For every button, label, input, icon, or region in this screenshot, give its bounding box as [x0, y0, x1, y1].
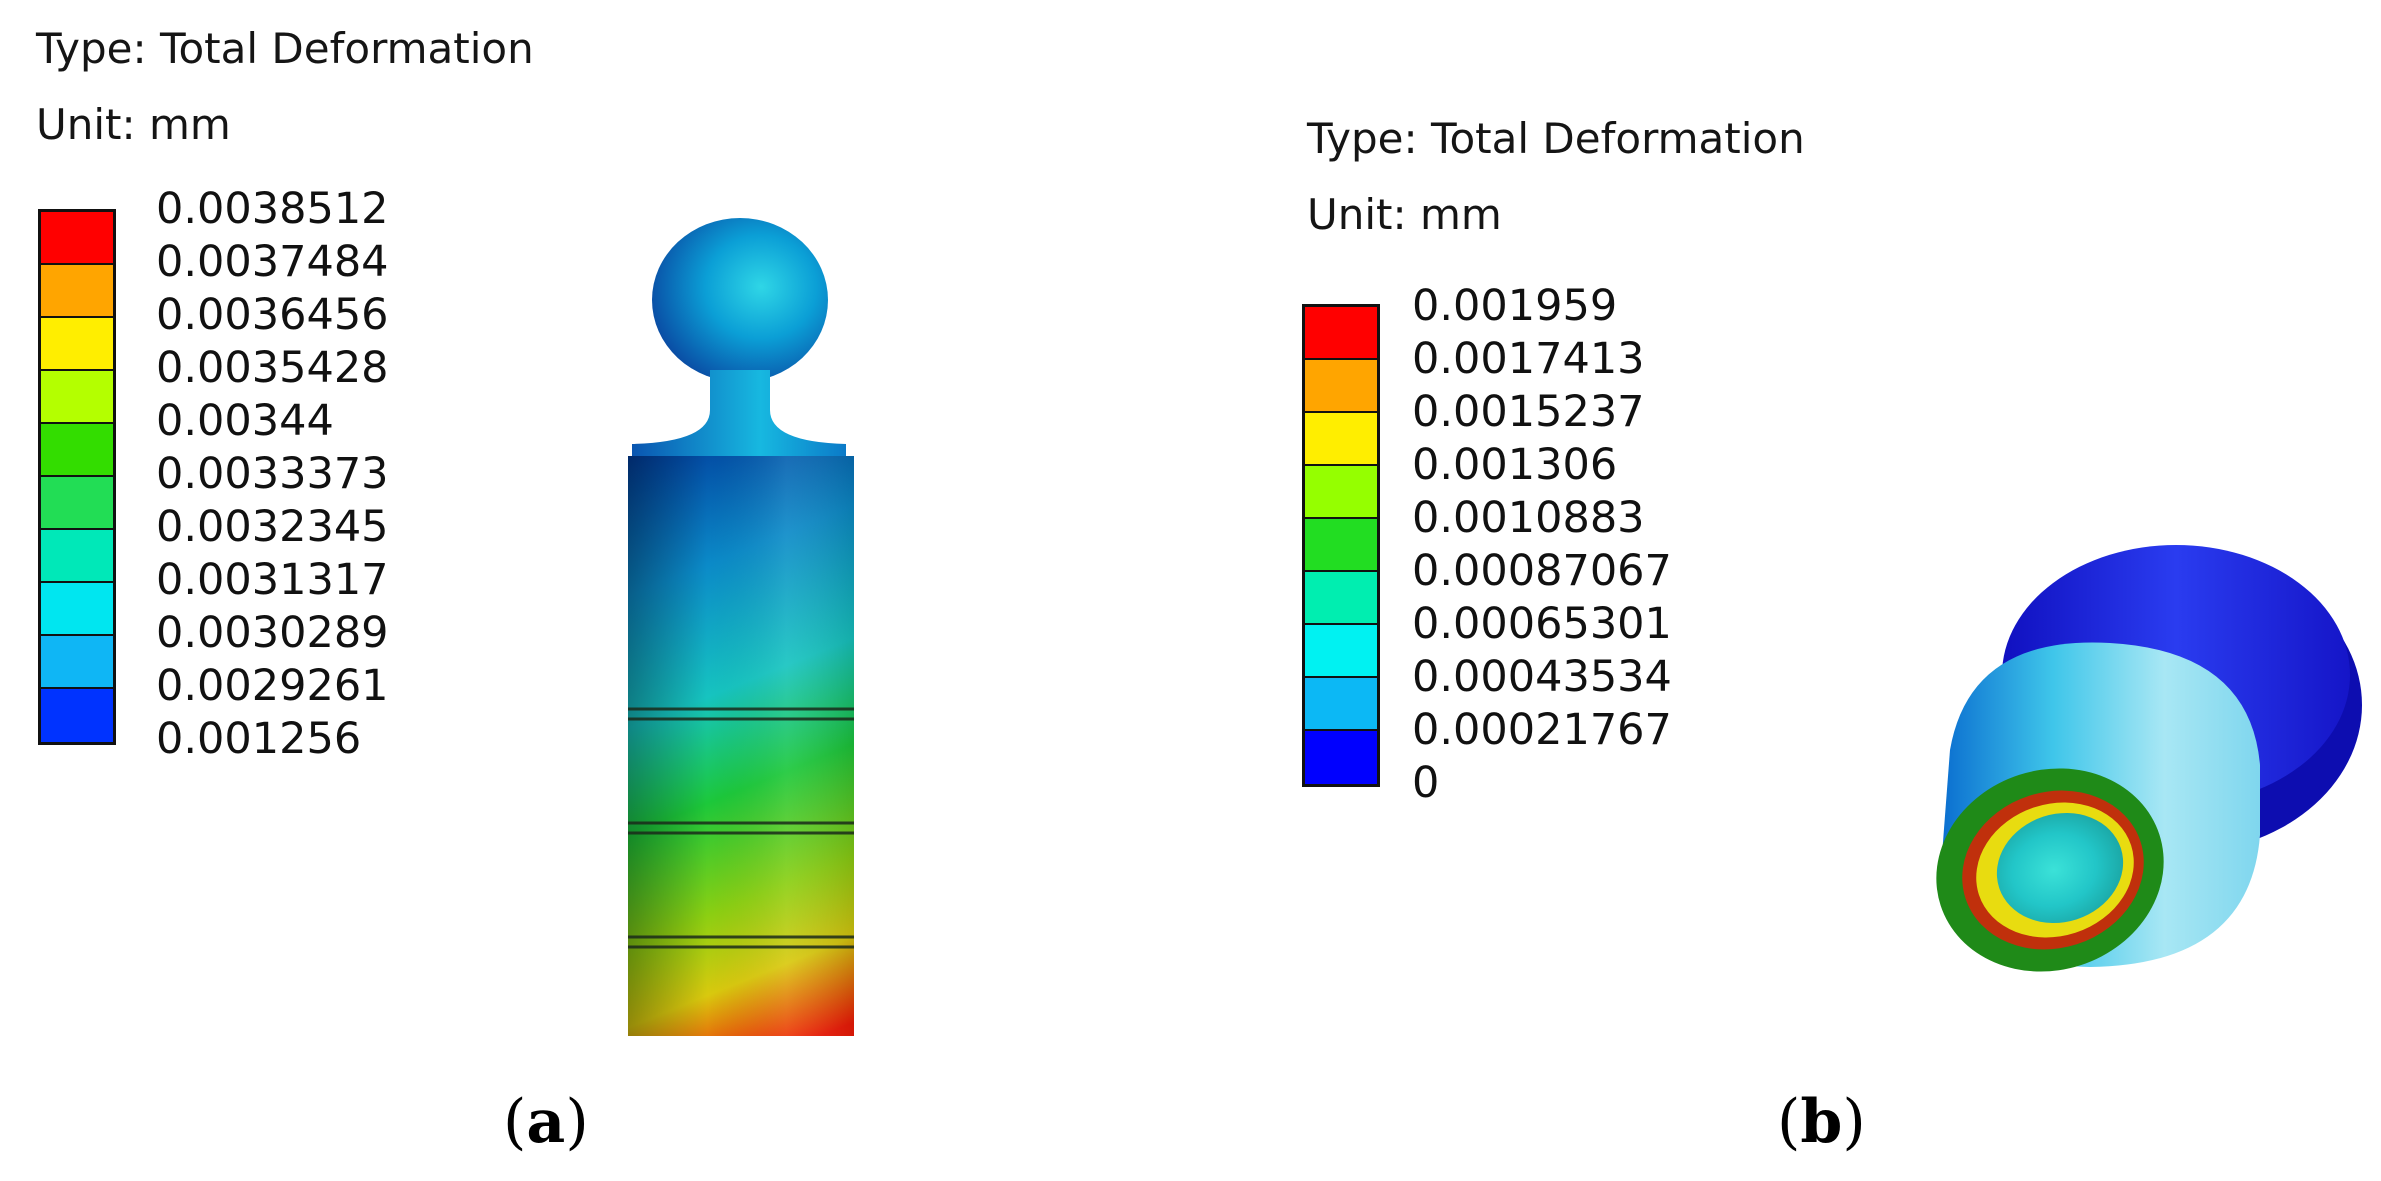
- caption-a: (a): [503, 1087, 589, 1157]
- panel-a: Type: Total Deformation Unit: mm 0.00385…: [0, 0, 1190, 1181]
- legend-value: 0.00087067: [1412, 546, 1672, 596]
- legend-value: 0.0033373: [156, 449, 389, 499]
- legend-value: 0: [1412, 758, 1440, 808]
- legend-value: 0.00043534: [1412, 652, 1672, 702]
- legend-value: 0.0032345: [156, 502, 389, 552]
- bore: [1996, 812, 2124, 924]
- legend-swatch: [41, 371, 113, 424]
- legend-swatch: [1305, 360, 1377, 413]
- legend-swatch: [1305, 519, 1377, 572]
- unit-label: Unit: mm: [1307, 190, 1502, 239]
- legend-value: 0.00344: [156, 396, 334, 446]
- legend-value: 0.0030289: [156, 608, 389, 658]
- legend-swatch: [1305, 307, 1377, 360]
- legend-colorbar: [1302, 304, 1380, 787]
- legend-colorbar: [38, 209, 116, 745]
- legend-value: 0.00065301: [1412, 599, 1672, 649]
- bushing-model: [1936, 545, 2362, 972]
- legend-swatch: [41, 583, 113, 636]
- type-label: Type: Total Deformation: [36, 24, 534, 73]
- legend-value: 0.0035428: [156, 343, 389, 393]
- legend-swatch: [41, 318, 113, 371]
- legend-value: 0.0017413: [1412, 334, 1645, 384]
- legend-value: 0.001959: [1412, 281, 1618, 331]
- legend-swatch: [41, 212, 113, 265]
- legend-swatch: [1305, 678, 1377, 731]
- legend-swatch: [1305, 572, 1377, 625]
- legend-value: 0.0031317: [156, 555, 389, 605]
- legend-swatch: [41, 530, 113, 583]
- legend-swatch: [1305, 466, 1377, 519]
- legend-swatch: [41, 265, 113, 318]
- panel-b: Type: Total Deformation Unit: mm 0.00195…: [1190, 0, 2381, 1181]
- legend-swatch: [41, 689, 113, 742]
- neck: [632, 370, 846, 460]
- legend-value: 0.0037484: [156, 237, 389, 287]
- legend-swatch: [1305, 413, 1377, 466]
- legend-value: 0.001256: [156, 714, 362, 764]
- unit-label: Unit: mm: [36, 100, 231, 149]
- legend-value: 0.00021767: [1412, 705, 1672, 755]
- caption-b: (b): [1777, 1087, 1866, 1157]
- legend-value: 0.0015237: [1412, 387, 1645, 437]
- legend-swatch: [1305, 625, 1377, 678]
- type-label: Type: Total Deformation: [1307, 114, 1805, 163]
- legend-value: 0.001306: [1412, 440, 1618, 490]
- legend-value: 0.0036456: [156, 290, 389, 340]
- ball-head: [652, 218, 828, 382]
- legend-swatch: [41, 636, 113, 689]
- legend-value: 0.0038512: [156, 184, 389, 234]
- legend-swatch: [41, 424, 113, 477]
- legend-swatch: [41, 477, 113, 530]
- legend-value: 0.0029261: [156, 661, 389, 711]
- pin-model: [628, 218, 854, 1036]
- grooves: [628, 707, 854, 949]
- pin-body-shading: [628, 456, 854, 1036]
- legend-value: 0.0010883: [1412, 493, 1645, 543]
- legend-swatch: [1305, 731, 1377, 784]
